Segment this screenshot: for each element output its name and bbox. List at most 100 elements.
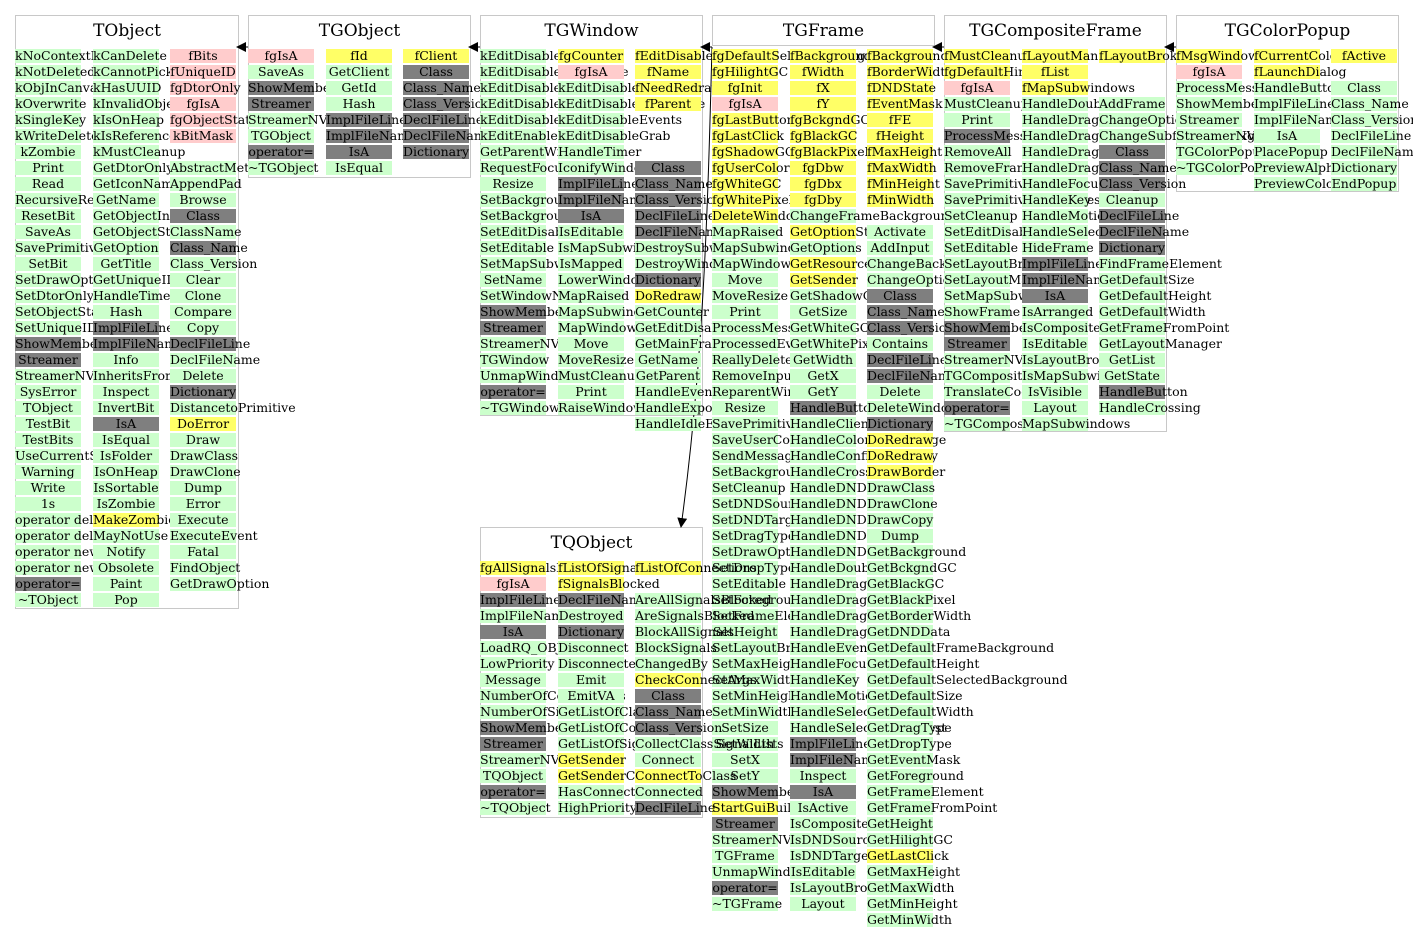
member-item: BlockAllSignals <box>635 624 734 639</box>
member-item: SetDrawOption <box>15 272 113 287</box>
member-item: Resize <box>712 401 778 415</box>
member-item: fgIsA <box>712 97 778 111</box>
member-item: Class <box>635 161 701 175</box>
member-item: MoveResize <box>558 352 634 367</box>
member-item: IsActive <box>790 801 856 815</box>
member-item: CheckConnectArgs <box>635 672 757 687</box>
member-item: GetFrameElement <box>867 784 984 799</box>
member-item: TranslateCoordinates <box>944 384 1082 399</box>
member-item: TGWindow <box>480 352 550 367</box>
member-item: Move <box>712 273 778 287</box>
member-item: Print <box>15 161 81 175</box>
member-item: HandleCrossing <box>790 464 892 479</box>
member-item: Streamer <box>712 817 778 831</box>
member-item: Layout <box>790 897 856 911</box>
member-item: GetDefaultWidth <box>1099 304 1206 319</box>
member-item: DeclFileName <box>1099 224 1190 239</box>
member-item: GetFrameFromPoint <box>1099 320 1230 335</box>
member-item: ~TGObject <box>248 160 319 175</box>
member-item: SysError <box>15 385 81 399</box>
member-item: fDNDState <box>867 80 937 95</box>
member-item: DeclFileName <box>558 592 649 607</box>
member-item: kBitMask <box>170 129 236 143</box>
member-item: GetMainFrame <box>635 336 732 351</box>
member-item: kNotDeleted <box>15 64 96 79</box>
member-item: SetBackgroundColor <box>712 464 845 479</box>
member-item: SetUniqueID <box>15 320 97 335</box>
member-item: ImplFileName <box>1022 272 1113 287</box>
member-item: SaveAs <box>248 65 314 79</box>
member-item <box>635 577 701 591</box>
member-item: fgDtorOnly <box>170 80 241 95</box>
member-item: GetObjectInfo <box>93 208 183 223</box>
member-item: DeclFileLine <box>1331 128 1412 143</box>
member-item: operator new[] <box>15 560 110 575</box>
member-item: RequestFocus <box>480 160 569 175</box>
member-item: Message <box>480 673 546 687</box>
member-item: SetY <box>712 769 778 783</box>
member-item: HandleDragDrop <box>1022 112 1131 127</box>
member-item: kCanDelete <box>93 48 167 63</box>
member-item: DeclFileName <box>170 352 261 367</box>
member-item: HandleClientMessage <box>790 416 930 431</box>
member-item: GetDtorOnly <box>93 160 174 175</box>
member-item: IsA <box>558 209 624 223</box>
member-item: SetDrawOption <box>712 544 810 559</box>
member-item: Write <box>15 481 81 495</box>
member-item: DoRedraw <box>635 288 702 303</box>
member-item: fgAllSignalsBlocked <box>480 560 607 575</box>
member-item: HandleDNDPosition <box>790 544 918 559</box>
member-item: GetShadowGC <box>790 288 883 303</box>
member-item: HandleColormapChange <box>790 433 946 447</box>
member-item: Dump <box>170 481 236 495</box>
member-item: operator delete <box>15 512 114 527</box>
member-item: IsVisible <box>1022 385 1088 399</box>
member-item: HideFrame <box>1022 240 1094 255</box>
member-item: fUniqueID <box>170 64 236 79</box>
member-item: DrawBorder <box>867 464 946 479</box>
member-item: Connected <box>635 784 704 799</box>
member-item: ChangeOptions <box>1099 112 1197 127</box>
member-item: ShowMembers <box>480 720 575 735</box>
member-item: SetLayoutBroken <box>712 640 823 655</box>
member-item: kWriteDelete <box>15 128 99 143</box>
member-item: FindObject <box>170 560 241 575</box>
member-item: SavePrimitive <box>15 240 104 255</box>
member-item: Dictionary <box>170 384 237 399</box>
member-item: RecursiveRemove <box>15 192 129 207</box>
member-item: DrawClone <box>170 464 241 479</box>
member-item: HandleButton <box>790 400 879 415</box>
member-item: kEditDisable <box>558 80 640 95</box>
member-item: IsLayoutBroken <box>1022 352 1123 367</box>
member-item: GetIconName <box>93 176 181 191</box>
member-item: GetOptionString <box>790 224 895 239</box>
member-item: AddFrame <box>1099 96 1166 111</box>
member-item: GetName <box>93 193 159 207</box>
member-item: MapWindow <box>558 320 638 335</box>
member-item: ChangeBackground <box>867 256 993 271</box>
member-item: Notify <box>93 545 159 559</box>
member-item: HandleDoubleClick <box>790 560 913 575</box>
member-item: HandleIdleEvent <box>635 416 742 431</box>
member-item: SetMaxHeight <box>712 656 804 671</box>
member-item: GetOption <box>93 240 159 255</box>
member-item: GetClient <box>326 65 392 79</box>
member-item: HighPriority <box>558 800 637 815</box>
member-item: SetHeight <box>712 624 778 639</box>
member-item: DoRedraw <box>867 432 934 447</box>
member-item: IsDNDSource <box>790 832 877 847</box>
member-item: ~TGCompositeFrame <box>944 416 1082 431</box>
member-item: DeclFileName <box>867 368 958 383</box>
member-item: fX <box>790 81 856 95</box>
member-item: ImplFileLine <box>1022 256 1103 271</box>
member-item: kOverwrite <box>15 96 87 111</box>
member-item: TestBit <box>15 417 81 431</box>
member-item: Class_Name <box>867 304 945 319</box>
member-item: IsMapped <box>558 256 624 271</box>
member-item: GetDefaultSize <box>1099 272 1195 287</box>
member-item: ImplFileName <box>480 608 571 623</box>
class-box-tgframe: TGFrame <box>712 15 935 46</box>
member-item: kMustCleanup <box>93 144 186 159</box>
member-item: FindFrameElement <box>1099 256 1222 271</box>
